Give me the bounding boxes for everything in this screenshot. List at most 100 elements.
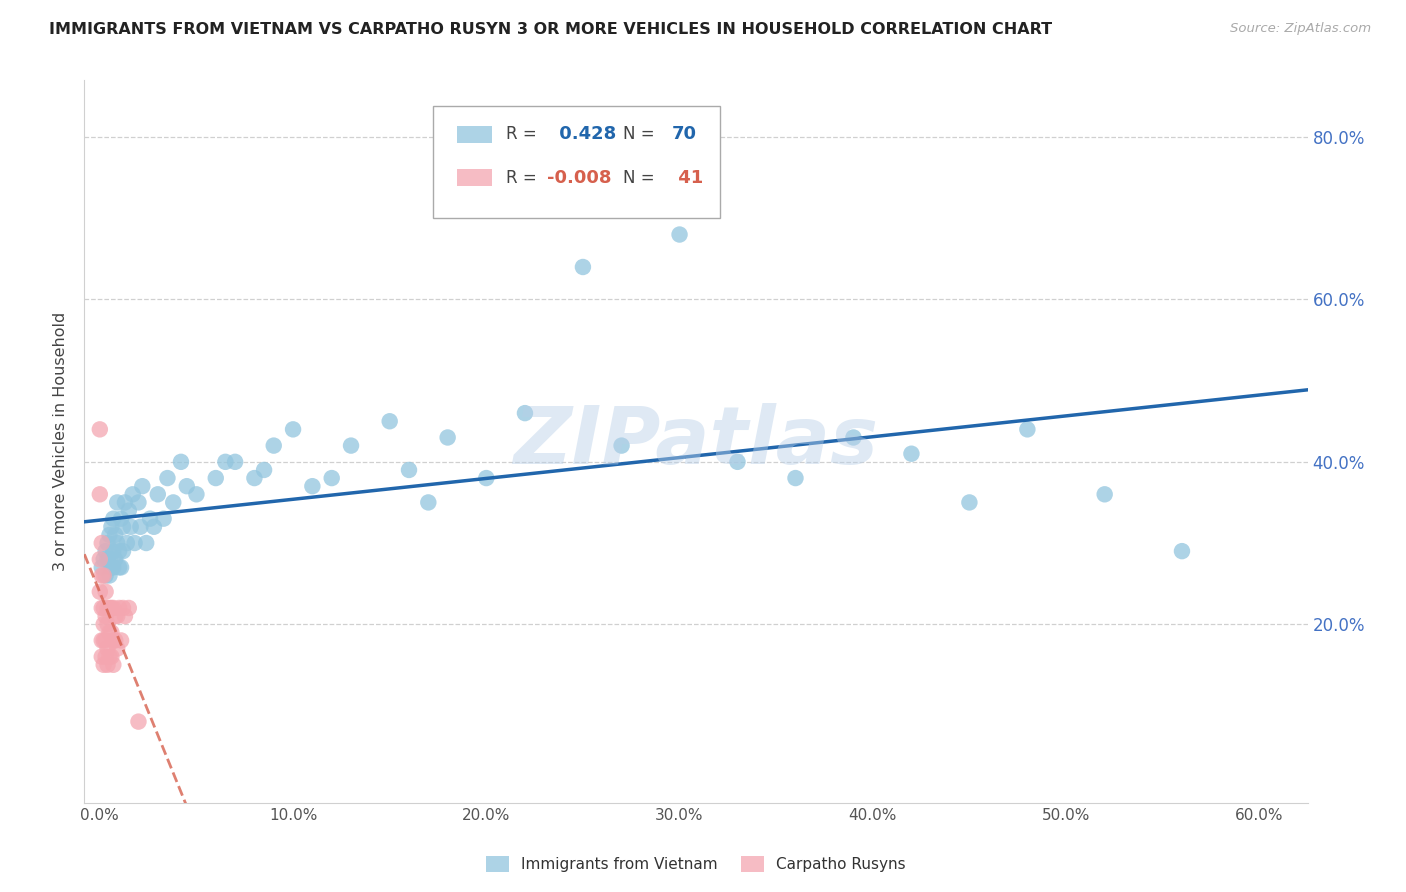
Point (263, 439, 285, 453)
Point (111, 544, 134, 558)
Point (135, 536, 157, 550)
Point (108, 560, 131, 574)
Text: N =: N = (623, 126, 654, 144)
Point (89, 422, 111, 436)
Point (900, 447, 922, 461)
Point (301, 479, 323, 493)
Point (110, 560, 132, 574)
Point (96, 536, 118, 550)
Point (785, 471, 807, 485)
Point (281, 422, 304, 436)
Point (186, 487, 208, 501)
Point (114, 495, 136, 509)
Text: -0.008: -0.008 (547, 169, 612, 186)
Point (842, 430, 865, 444)
Point (90, 649, 112, 664)
Point (176, 479, 198, 493)
Text: 41: 41 (672, 169, 703, 186)
Point (321, 471, 343, 485)
Point (98, 601, 121, 615)
Point (1171, 544, 1194, 558)
Point (727, 455, 749, 469)
Point (108, 601, 131, 615)
Point (340, 439, 363, 453)
Point (96, 617, 118, 632)
Point (121, 487, 143, 501)
Text: IMMIGRANTS FROM VIETNAM VS CARPATHO RUSYN 3 OR MORE VEHICLES IN HOUSEHOLD CORREL: IMMIGRANTS FROM VIETNAM VS CARPATHO RUSY… (49, 22, 1052, 37)
Point (475, 471, 498, 485)
Point (104, 552, 127, 566)
Point (89, 584, 111, 599)
Text: R =: R = (506, 169, 537, 186)
Point (104, 528, 127, 542)
Point (120, 520, 142, 534)
Point (104, 633, 127, 648)
Point (93, 552, 115, 566)
Point (142, 520, 165, 534)
Point (98, 552, 121, 566)
Point (127, 714, 149, 729)
Point (243, 471, 266, 485)
Point (100, 560, 122, 574)
Point (378, 414, 401, 428)
Point (103, 601, 125, 615)
Point (214, 455, 236, 469)
Text: 70: 70 (672, 126, 696, 144)
Point (103, 511, 125, 525)
Point (94, 633, 117, 648)
Point (418, 495, 440, 509)
Point (90, 601, 112, 615)
Point (398, 463, 420, 477)
Point (110, 633, 132, 648)
Point (110, 511, 132, 525)
Point (100, 520, 122, 534)
Point (610, 439, 633, 453)
Point (146, 487, 169, 501)
Point (224, 455, 246, 469)
Point (127, 495, 149, 509)
FancyBboxPatch shape (433, 105, 720, 218)
Point (100, 649, 122, 664)
Point (111, 601, 134, 615)
Point (103, 544, 125, 558)
Point (129, 520, 152, 534)
Point (1094, 487, 1116, 501)
Point (98, 625, 121, 640)
Point (90, 560, 112, 574)
Point (204, 471, 226, 485)
Point (93, 657, 115, 672)
Point (93, 617, 115, 632)
Point (93, 601, 115, 615)
Point (96, 601, 118, 615)
Point (572, 260, 595, 274)
Point (94, 544, 117, 558)
Point (104, 609, 127, 624)
Point (114, 609, 136, 624)
FancyBboxPatch shape (457, 126, 492, 143)
Point (98, 528, 121, 542)
FancyBboxPatch shape (457, 169, 492, 186)
Point (89, 487, 111, 501)
Point (111, 520, 134, 534)
Point (105, 609, 128, 624)
Point (93, 633, 115, 648)
Point (94, 584, 117, 599)
Point (94, 649, 117, 664)
Point (170, 455, 193, 469)
Legend: Immigrants from Vietnam, Carpatho Rusyns: Immigrants from Vietnam, Carpatho Rusyns (479, 850, 912, 879)
Point (90, 633, 112, 648)
Point (96, 657, 118, 672)
Point (139, 511, 162, 525)
Point (96, 552, 118, 566)
Point (100, 625, 122, 640)
Point (105, 495, 128, 509)
Point (253, 463, 276, 477)
Point (162, 495, 184, 509)
Point (103, 657, 125, 672)
Point (436, 430, 458, 444)
Point (90, 568, 112, 582)
Point (90, 536, 112, 550)
Point (156, 471, 179, 485)
Point (103, 633, 125, 648)
Text: 0.428: 0.428 (553, 126, 616, 144)
